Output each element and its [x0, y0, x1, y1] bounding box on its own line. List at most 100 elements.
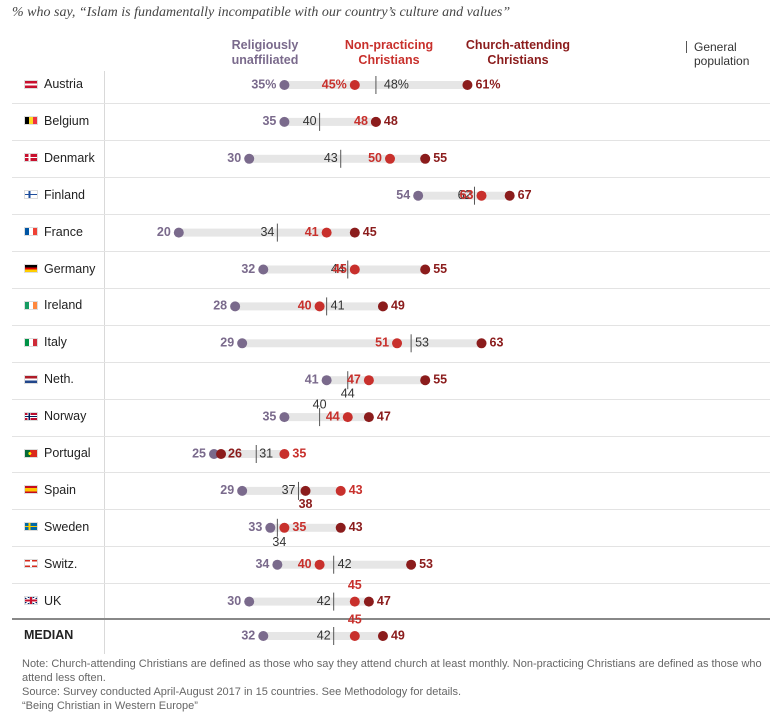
italy-flag-icon	[24, 337, 38, 347]
nonpracticing-dot	[385, 153, 395, 164]
general-value-label: 40	[313, 397, 327, 411]
germany-flag-icon	[24, 264, 38, 273]
general-value-label: 44	[341, 386, 355, 400]
country-name: France	[44, 224, 83, 239]
churchgoing-value-label: 55	[433, 372, 447, 386]
sweden-flag-icon	[24, 522, 38, 532]
unaffiliated-value-label: 30	[227, 594, 241, 608]
churchgoing-dot	[377, 301, 388, 312]
nonpracticing-dot	[349, 264, 360, 275]
range-bar	[263, 265, 426, 274]
nonpracticing-dot	[335, 485, 346, 496]
range-bar	[284, 413, 369, 422]
unaffiliated-value-label: 29	[220, 336, 234, 350]
unaffiliated-dot	[272, 559, 283, 570]
row-label-ireland: Ireland	[24, 298, 82, 312]
churchgoing-dot	[462, 80, 473, 90]
nonpracticing-dot	[349, 80, 360, 90]
range-bar	[284, 117, 376, 126]
churchgoing-dot	[476, 338, 487, 349]
unaffiliated-dot	[258, 631, 269, 641]
churchgoing-dot	[377, 631, 388, 641]
churchgoing-dot	[335, 522, 346, 533]
range-bar	[249, 597, 369, 606]
notes: Note: Church-attending Christians are de…	[22, 657, 762, 713]
row-separator	[12, 214, 770, 216]
country-name: Austria	[44, 77, 83, 91]
row-label-italy: Italy	[24, 335, 67, 349]
switzerland-flag-icon	[24, 559, 38, 569]
churchgoing-dot	[370, 116, 381, 127]
uk-flag-icon	[24, 596, 38, 606]
churchgoing-dot	[504, 190, 515, 201]
unaffiliated-dot	[244, 153, 255, 164]
unaffiliated-value-label: 32	[241, 262, 255, 276]
churchgoing-dot	[300, 485, 311, 496]
row-label-sweden: Sweden	[24, 520, 89, 534]
row-separator	[12, 509, 770, 511]
churchgoing-dot	[216, 449, 227, 459]
nonpracticing-value-label: 40	[298, 299, 312, 313]
general-value-label: 43	[324, 151, 338, 165]
legend-unaffiliated: Religiously unaffiliated	[231, 38, 299, 67]
nonpracticing-dot	[476, 190, 487, 201]
unaffiliated-value-label: 54	[396, 188, 410, 202]
unaffiliated-dot	[244, 596, 255, 607]
nonpracticing-value-label: 35	[292, 520, 306, 534]
unaffiliated-value-label: 35%	[251, 77, 276, 91]
row-label-norway: Norway	[24, 409, 86, 423]
general-value-label: 42	[317, 628, 331, 642]
legend-general: General population	[694, 40, 750, 68]
nonpracticing-dot	[392, 338, 403, 349]
churchgoing-dot	[363, 596, 374, 607]
range-bar	[249, 154, 426, 163]
row-label-median: MEDIAN	[24, 628, 73, 642]
general-value-label: 34	[272, 535, 286, 549]
general-value-label: 42	[338, 557, 352, 571]
range-bar	[277, 560, 412, 569]
row-separator	[12, 140, 770, 142]
range-bar	[270, 523, 341, 532]
general-value-label: 42	[317, 594, 331, 608]
churchgoing-value-label: 61%	[475, 77, 500, 91]
country-name: Sweden	[44, 519, 90, 534]
churchgoing-dot	[406, 559, 417, 570]
row-separator	[12, 177, 770, 179]
nonpracticing-value-label: 63	[460, 188, 474, 202]
row-label-portugal: Portugal	[24, 446, 91, 460]
unaffiliated-value-label: 28	[213, 299, 227, 313]
spain-flag-icon	[24, 485, 38, 495]
nonpracticing-dot	[314, 559, 325, 570]
churchgoing-value-label: 55	[433, 151, 447, 165]
range-bar	[214, 450, 285, 458]
nonpracticing-dot	[363, 375, 374, 386]
unaffiliated-value-label: 33	[248, 520, 262, 534]
report-text: “Being Christian in Western Europe”	[22, 700, 198, 712]
unaffiliated-dot	[230, 301, 241, 312]
churchgoing-dot	[420, 264, 431, 275]
unaffiliated-value-label: 34	[255, 557, 269, 571]
austria-flag-icon	[24, 79, 38, 89]
unaffiliated-value-label: 20	[157, 225, 171, 239]
nonpracticing-dot	[349, 631, 360, 641]
unaffiliated-value-label: 32	[241, 628, 255, 642]
range-bar	[242, 486, 341, 495]
nonpracticing-value-label: 45%	[322, 77, 347, 91]
general-value-label: 62	[458, 188, 472, 202]
churchgoing-value-label: 67	[518, 188, 532, 202]
unaffiliated-dot	[237, 485, 248, 496]
churchgoing-dot	[363, 412, 374, 423]
source-text: Source: Survey conducted April-August 20…	[22, 686, 462, 698]
country-name: Italy	[44, 335, 67, 350]
country-name: Germany	[44, 261, 96, 276]
row-separator	[12, 435, 770, 437]
row-label-germany: Germany	[24, 262, 95, 276]
unaffiliated-dot	[279, 412, 290, 423]
nonpracticing-value-label: 43	[349, 483, 363, 497]
row-separator	[12, 472, 770, 474]
row-separator	[12, 103, 770, 105]
unaffiliated-dot	[413, 190, 424, 201]
country-name: Ireland	[44, 298, 83, 313]
churchgoing-dot	[420, 375, 431, 386]
nonpracticing-dot	[314, 301, 325, 312]
